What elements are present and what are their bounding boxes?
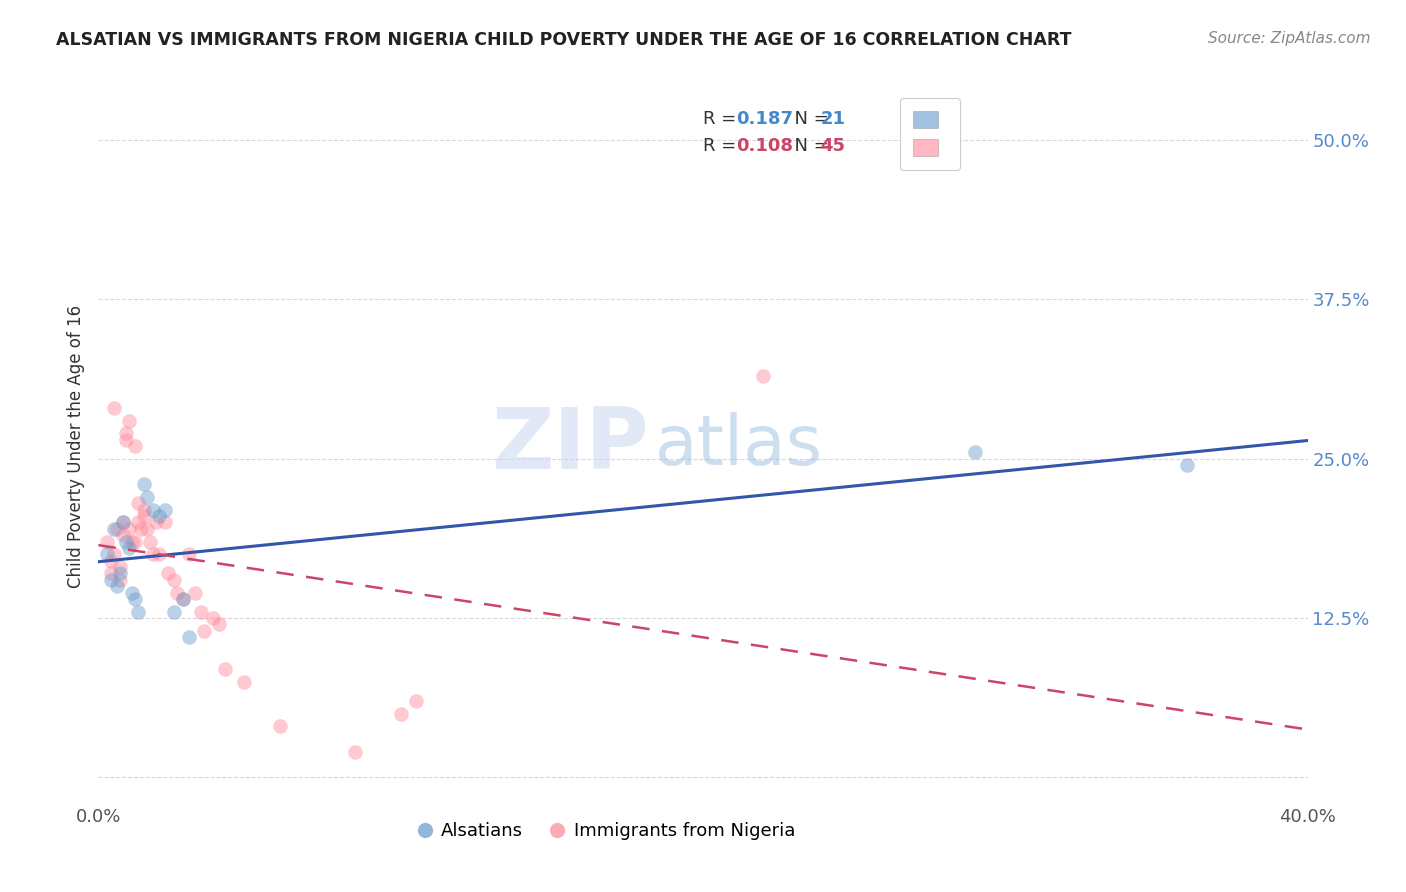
Text: Source: ZipAtlas.com: Source: ZipAtlas.com [1208,31,1371,46]
Point [108,560,131,574]
Point [127,605,149,619]
Point [190,605,212,619]
Point [163,605,186,619]
Point [145,516,167,530]
Point [108,573,131,587]
Point [103,401,125,415]
Text: ZIP: ZIP [491,404,648,488]
Point [184,585,207,599]
Point [108,566,131,581]
Point [114,534,136,549]
Point [114,433,136,447]
Point [124,534,146,549]
Point [142,547,165,561]
Point [129,522,152,536]
Point [179,547,201,561]
Point [148,547,170,561]
Text: 45: 45 [820,137,845,155]
Legend: Alsatians, Immigrants from Nigeria: Alsatians, Immigrants from Nigeria [411,815,803,847]
Point [124,591,146,606]
Point [135,522,157,536]
Point [96,534,118,549]
Text: N =: N = [783,111,834,128]
Point [96,547,118,561]
Point [172,591,194,606]
Point [111,528,134,542]
Point [127,496,149,510]
Text: 0.187: 0.187 [735,111,793,128]
Point [148,509,170,524]
Point [389,706,412,721]
Point [193,624,215,638]
Point [111,516,134,530]
Point [132,477,155,491]
Point [232,674,254,689]
Point [114,426,136,441]
Text: R =: R = [703,137,742,155]
Point [105,579,128,593]
Text: 0.108: 0.108 [735,137,793,155]
Point [100,573,122,587]
Text: R =: R = [703,111,742,128]
Point [111,516,134,530]
Text: atlas: atlas [655,412,823,480]
Point [202,611,225,625]
Point [153,516,176,530]
Point [153,502,176,516]
Point [142,502,165,516]
Point [214,662,236,676]
Point [344,745,367,759]
Point [100,554,122,568]
Point [166,585,188,599]
Text: ALSATIAN VS IMMIGRANTS FROM NIGERIA CHILD POVERTY UNDER THE AGE OF 16 CORRELATIO: ALSATIAN VS IMMIGRANTS FROM NIGERIA CHIL… [56,31,1071,49]
Point [118,522,141,536]
Point [172,591,194,606]
Text: 21: 21 [820,111,845,128]
Point [127,516,149,530]
Point [135,490,157,504]
Point [163,573,186,587]
Point [965,445,987,459]
Point [103,522,125,536]
Point [269,719,291,733]
Point [139,534,162,549]
Point [405,694,427,708]
Point [1175,458,1198,472]
Point [118,541,141,555]
Point [118,413,141,427]
Point [100,566,122,581]
Point [208,617,231,632]
Point [105,522,128,536]
Point [752,368,775,383]
Point [121,534,143,549]
Point [156,566,179,581]
Y-axis label: Child Poverty Under the Age of 16: Child Poverty Under the Age of 16 [66,304,84,588]
Text: N =: N = [783,137,834,155]
Point [124,439,146,453]
Point [103,547,125,561]
Point [132,502,155,516]
Point [132,509,155,524]
Point [121,585,143,599]
Point [179,630,201,644]
